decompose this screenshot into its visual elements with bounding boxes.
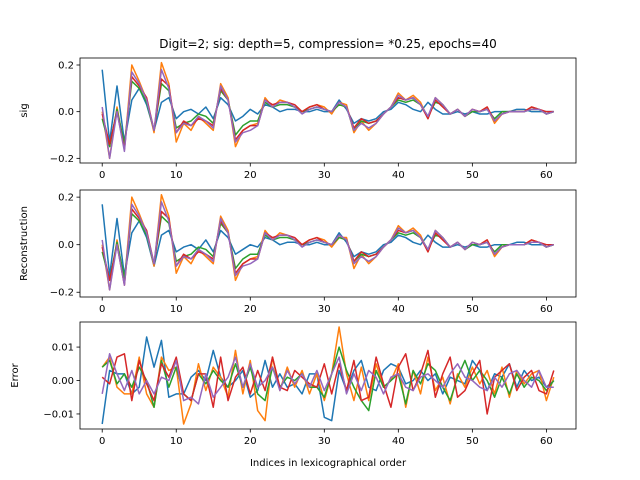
sig-y-tick-label: −0.2 xyxy=(50,154,74,165)
sig-x-tick-label: 40 xyxy=(392,170,405,181)
subplot-grid: 0 10 20 30 40 50 60 −0.2 0.0 0.2 sig 0 10 20 30 40 50 60 −… xyxy=(10,57,577,447)
error-series-line-3 xyxy=(101,346,555,412)
error-y-axis-label: Error xyxy=(10,362,21,387)
error-x-tick-label: 0 xyxy=(99,436,105,447)
sig-y-tick-label: 0.2 xyxy=(58,61,74,72)
reconstruction-series-line-5 xyxy=(101,201,555,291)
figure-title: Digit=2; sig: depth=5, compression= *0.2… xyxy=(159,37,497,51)
sig-x-tick-label: 50 xyxy=(466,170,479,181)
sig-series-line-1 xyxy=(101,69,554,143)
reconstruction-series-group xyxy=(101,194,555,291)
reconstruction-y-tick-label: 0.2 xyxy=(58,193,74,204)
reconstruction-x-tick-label: 50 xyxy=(466,304,479,315)
x-axis-label: Indices in lexicographical order xyxy=(250,458,407,469)
reconstruction-series-line-1 xyxy=(101,204,554,277)
sig-x-tick-label: 10 xyxy=(170,170,183,181)
error-y-tick-label: 0.00 xyxy=(52,376,74,387)
error-y-tick-label: −0.01 xyxy=(43,409,74,420)
error-series-group xyxy=(101,326,555,425)
reconstruction-x-tick-label: 10 xyxy=(170,304,183,315)
reconstruction-axes-frame xyxy=(79,189,577,298)
reconstruction-x-tick-label: 40 xyxy=(392,304,405,315)
error-axes-frame xyxy=(79,321,577,430)
error-x-tick-label: 50 xyxy=(466,436,479,447)
error-x-tick-label: 40 xyxy=(392,436,405,447)
reconstruction-x-tick-label: 30 xyxy=(318,304,331,315)
reconstruction-y-tick-label: 0.0 xyxy=(58,240,74,251)
sig-x-tick-label: 30 xyxy=(318,170,331,181)
sig-x-tick-label: 0 xyxy=(99,170,105,181)
reconstruction-panel: 0 10 20 30 40 50 60 −0.2 0.0 0.2 Reconstruction xyxy=(19,189,577,315)
error-panel: 0 10 20 30 40 50 60 −0.01 0.00 0.01 Error xyxy=(10,321,577,447)
sig-y-tick-label: 0.0 xyxy=(58,107,74,118)
reconstruction-x-tick-label: 0 xyxy=(99,304,105,315)
error-y-tick-label: 0.01 xyxy=(52,343,74,354)
reconstruction-y-axis-label: Reconstruction xyxy=(19,206,30,281)
sig-axes-frame xyxy=(79,57,577,164)
reconstruction-x-tick-label: 60 xyxy=(540,304,553,315)
error-series-line-1 xyxy=(101,336,555,425)
sig-panel: 0 10 20 30 40 50 60 −0.2 0.0 0.2 sig xyxy=(19,57,577,181)
error-series-line-5 xyxy=(101,353,554,405)
sig-series-group xyxy=(101,61,555,160)
reconstruction-y-tick-label: −0.2 xyxy=(50,288,74,299)
sig-x-tick-label: 60 xyxy=(540,170,553,181)
sig-x-tick-label: 20 xyxy=(244,170,257,181)
error-x-tick-label: 60 xyxy=(540,436,553,447)
sig-series-line-5 xyxy=(101,68,555,160)
sig-y-axis-label: sig xyxy=(19,103,30,117)
reconstruction-x-tick-label: 20 xyxy=(244,304,257,315)
error-x-tick-label: 30 xyxy=(318,436,331,447)
error-x-tick-label: 10 xyxy=(170,436,183,447)
error-x-tick-label: 20 xyxy=(244,436,257,447)
